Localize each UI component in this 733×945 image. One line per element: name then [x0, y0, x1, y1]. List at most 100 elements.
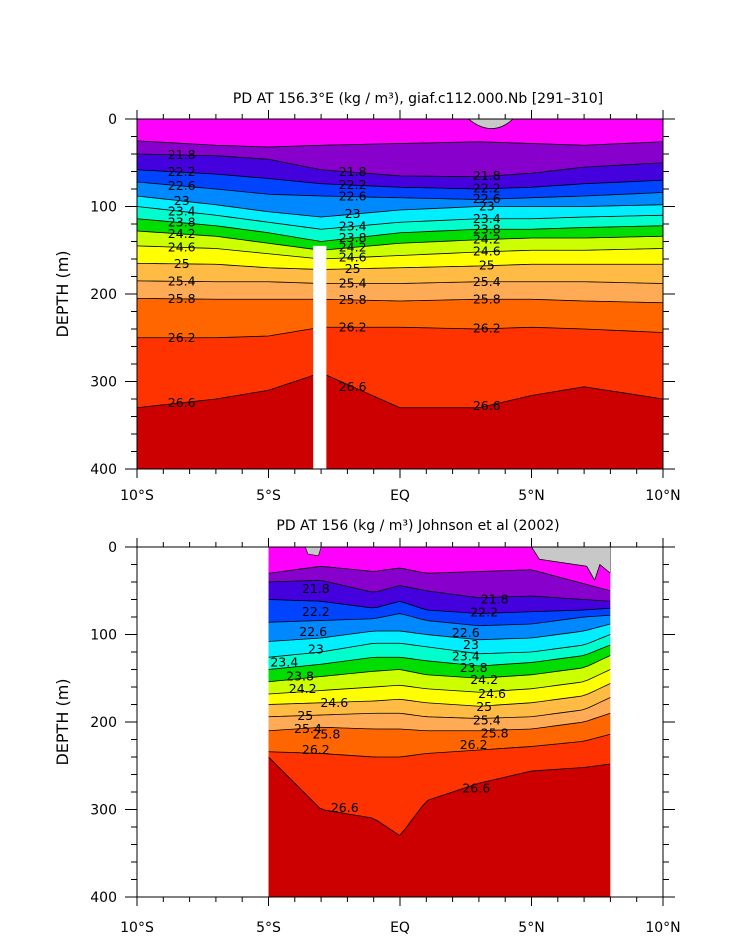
isopycnal-23.4 — [137, 206, 663, 230]
density-band — [137, 298, 663, 338]
density-band — [268, 683, 611, 719]
contour-label: 23 — [479, 199, 495, 214]
x-tick-label: EQ — [390, 488, 410, 504]
isopycnal-23 — [268, 623, 611, 642]
contour-label: 23 — [308, 641, 324, 656]
contour-label: 23.8 — [286, 669, 314, 684]
isopycnal-25.8 — [137, 297, 663, 304]
contour-label: 26.2 — [302, 742, 330, 757]
contour-label: 24.2 — [473, 231, 501, 246]
contour-label: 25.4 — [339, 276, 367, 291]
isopycnal-24.6 — [268, 669, 611, 695]
contour-label: 21.8 — [302, 581, 330, 596]
density-band — [268, 713, 611, 757]
contour-label: 24.2 — [289, 681, 317, 696]
missing-data-column — [313, 245, 327, 469]
x-tick-label: 5°S — [256, 488, 281, 504]
isopycnal-21.8 — [137, 153, 663, 178]
density-band — [137, 154, 663, 189]
contour-label: 22.6 — [452, 625, 480, 640]
contour-label: 25 — [174, 256, 190, 271]
x-tick-label: EQ — [390, 920, 410, 936]
isopycnal-21.4 — [268, 566, 611, 592]
contour-label: 24.6 — [320, 695, 348, 710]
contour-label: 26.2 — [460, 737, 488, 752]
contour-label: 25.8 — [312, 726, 340, 741]
contour-label: 26.6 — [168, 395, 196, 410]
density-band — [137, 280, 663, 303]
contour-label: 25.4 — [473, 274, 501, 289]
contour-label: 25.4 — [473, 712, 501, 727]
contour-label: 24.6 — [339, 250, 367, 265]
contour-label: 23.4 — [452, 648, 480, 663]
contour-label: 23.8 — [339, 230, 367, 245]
x-tick-label: 5°N — [518, 488, 544, 504]
isopycnal-26.2 — [268, 733, 611, 758]
isopycnal-23.8 — [137, 218, 663, 242]
isopycnal-23.8 — [268, 644, 611, 670]
density-band — [268, 645, 611, 682]
isopycnal-26.6 — [268, 756, 611, 836]
contour-label: 24.6 — [168, 239, 196, 254]
density-band — [137, 196, 663, 230]
density-band — [137, 327, 663, 408]
contour-label: 23.4 — [473, 211, 501, 226]
contour-label: 22.2 — [302, 604, 330, 619]
contour-label: 25 — [297, 708, 313, 723]
filled-contours — [268, 547, 611, 897]
chart-title: PD AT 156 (kg / m³) Johnson et al (2002) — [276, 518, 559, 534]
isopycnal-26.6 — [137, 372, 663, 409]
density-band — [268, 580, 611, 614]
contour-label: 26.6 — [473, 398, 501, 413]
contour-label: 25.4 — [294, 721, 322, 736]
density-band — [268, 634, 611, 670]
contour-label: 25 — [476, 699, 492, 714]
contour-label: 23.4 — [339, 218, 367, 233]
density-band — [268, 547, 611, 591]
isopycnal-24.2 — [137, 230, 663, 251]
contour-label: 23 — [463, 637, 479, 652]
contour-label: 25.8 — [481, 725, 509, 740]
isopycnal-21.4 — [137, 140, 663, 148]
contour-label: 23.8 — [168, 215, 196, 230]
contour-label: 23.8 — [460, 660, 488, 675]
y-axis-label: DEPTH (m) — [53, 678, 72, 765]
density-band — [268, 566, 611, 602]
isopycnal-22.2 — [268, 599, 611, 614]
y-tick-label: 0 — [108, 112, 117, 128]
isopycnal-23 — [137, 195, 663, 218]
contour-label: 22.2 — [473, 181, 501, 196]
contour-label: 26.2 — [168, 330, 196, 345]
contour-label: 26.2 — [473, 321, 501, 336]
density-band — [137, 182, 663, 217]
density-band — [268, 669, 611, 707]
contour-label: 22.6 — [339, 189, 367, 204]
isopycnal-25 — [268, 683, 611, 707]
density-band — [137, 140, 663, 177]
contour-label: 25.4 — [168, 273, 196, 288]
isopycnal-22.6 — [137, 181, 663, 200]
contour-label: 22.6 — [168, 178, 196, 193]
contour-label: 24.6 — [473, 244, 501, 259]
x-tick-label: 10°N — [645, 920, 680, 936]
contour-label: 23.4 — [168, 203, 196, 218]
isopycnal-24.6 — [137, 245, 663, 260]
contour-label: 23 — [174, 193, 190, 208]
contour-label: 22.2 — [339, 177, 367, 192]
density-band — [268, 757, 611, 897]
isopycnal-21.8 — [268, 579, 611, 602]
contour-label: 25.8 — [473, 291, 501, 306]
x-tick-label: 5°S — [256, 920, 281, 936]
contour-label: 26.6 — [339, 379, 367, 394]
density-band — [137, 169, 663, 200]
density-band — [268, 734, 611, 836]
contour-label: 23.4 — [270, 655, 298, 670]
contour-label: 26.6 — [331, 800, 359, 815]
isopycnal-22.6 — [268, 613, 611, 627]
contour-label: 23.8 — [473, 221, 501, 236]
density-band — [268, 697, 611, 731]
y-tick-label: 0 — [108, 540, 117, 556]
x-tick-label: 5°N — [518, 920, 544, 936]
filled-contours — [137, 119, 663, 469]
